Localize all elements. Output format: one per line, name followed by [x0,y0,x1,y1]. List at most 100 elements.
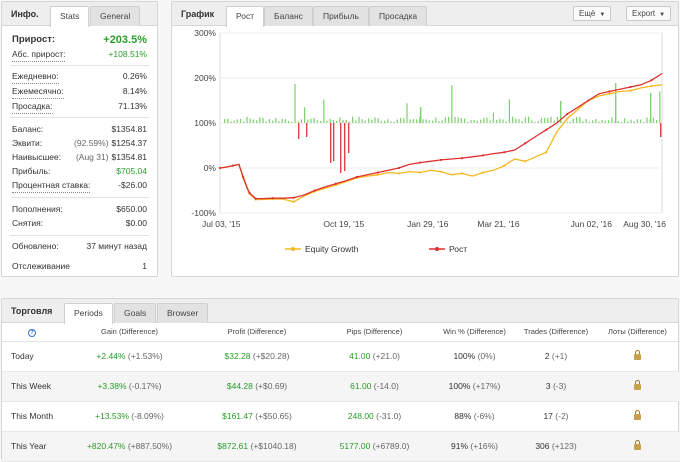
lock-icon[interactable] [634,410,641,420]
profit-bar [460,118,462,123]
info-panel: Инфо. Stats General Прирост: +203.5% Абс… [1,1,158,277]
x-tick-label: Mar 21, '16 [477,219,520,229]
lock-icon[interactable] [634,350,641,360]
loss-bar [660,123,662,137]
interest-label[interactable]: Процентная ставка: [12,179,91,193]
tab-stats[interactable]: Stats [50,6,90,27]
profit-bar [425,119,427,123]
profit-bar [320,120,322,123]
divider [10,117,149,118]
profit-bar [524,117,526,123]
pips-value: 41.00 [349,351,371,361]
tab-browser[interactable]: Browser [157,303,209,323]
help-icon[interactable]: ? [28,328,36,337]
tab-profit[interactable]: Прибыль [313,6,369,26]
drawdown-label[interactable]: Просадка: [12,100,53,114]
pips-diff: (+21.0) [372,351,400,361]
profit-bar [329,118,331,123]
legend-equity-label[interactable]: Equity Growth [305,244,359,254]
legend-growth-label[interactable]: Рост [449,244,467,254]
profit-bar [483,117,485,123]
monthly-label[interactable]: Ежемесячно: [12,85,64,99]
tracking-value[interactable]: 1 [142,261,147,271]
growth-point [334,182,337,185]
pips-diff: (-14.0) [373,381,399,391]
growth-point [503,151,506,154]
balance-value: $1354.81 [111,124,147,134]
win-cell: 100% (0%) [432,341,517,372]
profit-cell: $161.47 (+$50.65) [197,401,317,432]
profit-bar [361,119,363,123]
profit-bar [326,120,328,123]
trades-cell: 306 (+123) [517,431,595,462]
header-profit[interactable]: Profit (Difference) [197,323,317,342]
equity-point [629,89,632,92]
profit-bar [608,120,610,123]
growth-point [587,99,590,102]
profit-bar [659,91,661,123]
periods-table: ? Gain (Difference) Profit (Difference) … [2,323,680,462]
legend-equity-marker [291,247,295,251]
profit-value: $705.04 [116,166,147,176]
tab-periods[interactable]: Periods [64,303,113,324]
x-tick-label: Aug 30, '16 [623,219,666,229]
gain-cell: +3.38% (-0.17%) [62,371,197,402]
profit-bar [537,121,539,123]
equity-value: $1254.37 [111,138,147,148]
trades-cell: 2 (+1) [517,341,595,372]
profit-bar [652,117,654,123]
profit-bar [400,117,402,123]
tab-goals[interactable]: Goals [114,303,157,323]
header-pips[interactable]: Pips (Difference) [317,323,432,342]
abs-gain-label[interactable]: Абс. прирост: [12,48,66,62]
trading-tabbar: Торговля Periods Goals Browser [2,299,678,324]
trades-cell: 17 (-2) [517,401,595,432]
profit-bar [288,120,290,123]
equity-point [460,172,464,175]
profit-bar [371,119,373,123]
highest-label: Наивысшее: [12,152,62,162]
tab-general[interactable]: General [90,6,141,26]
more-button[interactable]: Ещё ▼ [573,6,612,21]
profit-bar [275,117,277,123]
export-label: Export [632,9,656,18]
divider [10,197,149,198]
profit-bar [406,103,408,123]
profit-cell: $872.61 (+$1040.18) [197,431,317,462]
growth-point [566,112,569,116]
gain-row: Прирост: +203.5% [12,32,147,48]
profit-bar [230,121,232,123]
x-axis-ticks: Jul 03, '15 Oct 19, '15 Jan 29, '16 Mar 21,… [202,219,666,229]
growth-point [481,154,485,157]
profit-bar [368,118,370,123]
daily-value: 0.26% [122,71,147,81]
profit-bar [576,117,578,123]
daily-label[interactable]: Ежедневно: [12,70,59,84]
growth-series-line [219,72,663,200]
profit-bar [508,99,510,123]
equity-point [292,200,295,203]
profit-bar [617,121,619,123]
win-cell: 100% (+17%) [432,371,517,402]
lock-icon[interactable] [634,380,641,390]
profit-bar [569,121,571,123]
chart-tabbar: График Рост Баланс Прибыль Просадка Ещё ▼… [172,2,678,27]
equity-row: Эквити: (92.59%) $1254.37 [12,137,147,150]
chart-bars [224,83,662,173]
profit-bar [515,118,517,123]
equity-point [566,117,569,120]
lock-icon[interactable] [634,440,641,450]
tab-growth[interactable]: Рост [226,6,265,27]
profit-bar [448,116,450,123]
export-button[interactable]: Export ▼ [626,6,672,21]
header-win[interactable]: Win % (Difference) [432,323,517,342]
header-trades[interactable]: Trades (Difference) [517,323,595,342]
profit-bar [627,121,629,123]
header-lots[interactable]: Лоты (Difference) [595,323,680,342]
profit-bar [304,107,306,123]
tab-drawdown[interactable]: Просадка [369,6,428,26]
tab-balance[interactable]: Баланс [264,6,313,26]
growth-point [242,175,245,179]
profit-bar [358,116,360,123]
header-gain[interactable]: Gain (Difference) [62,323,197,342]
